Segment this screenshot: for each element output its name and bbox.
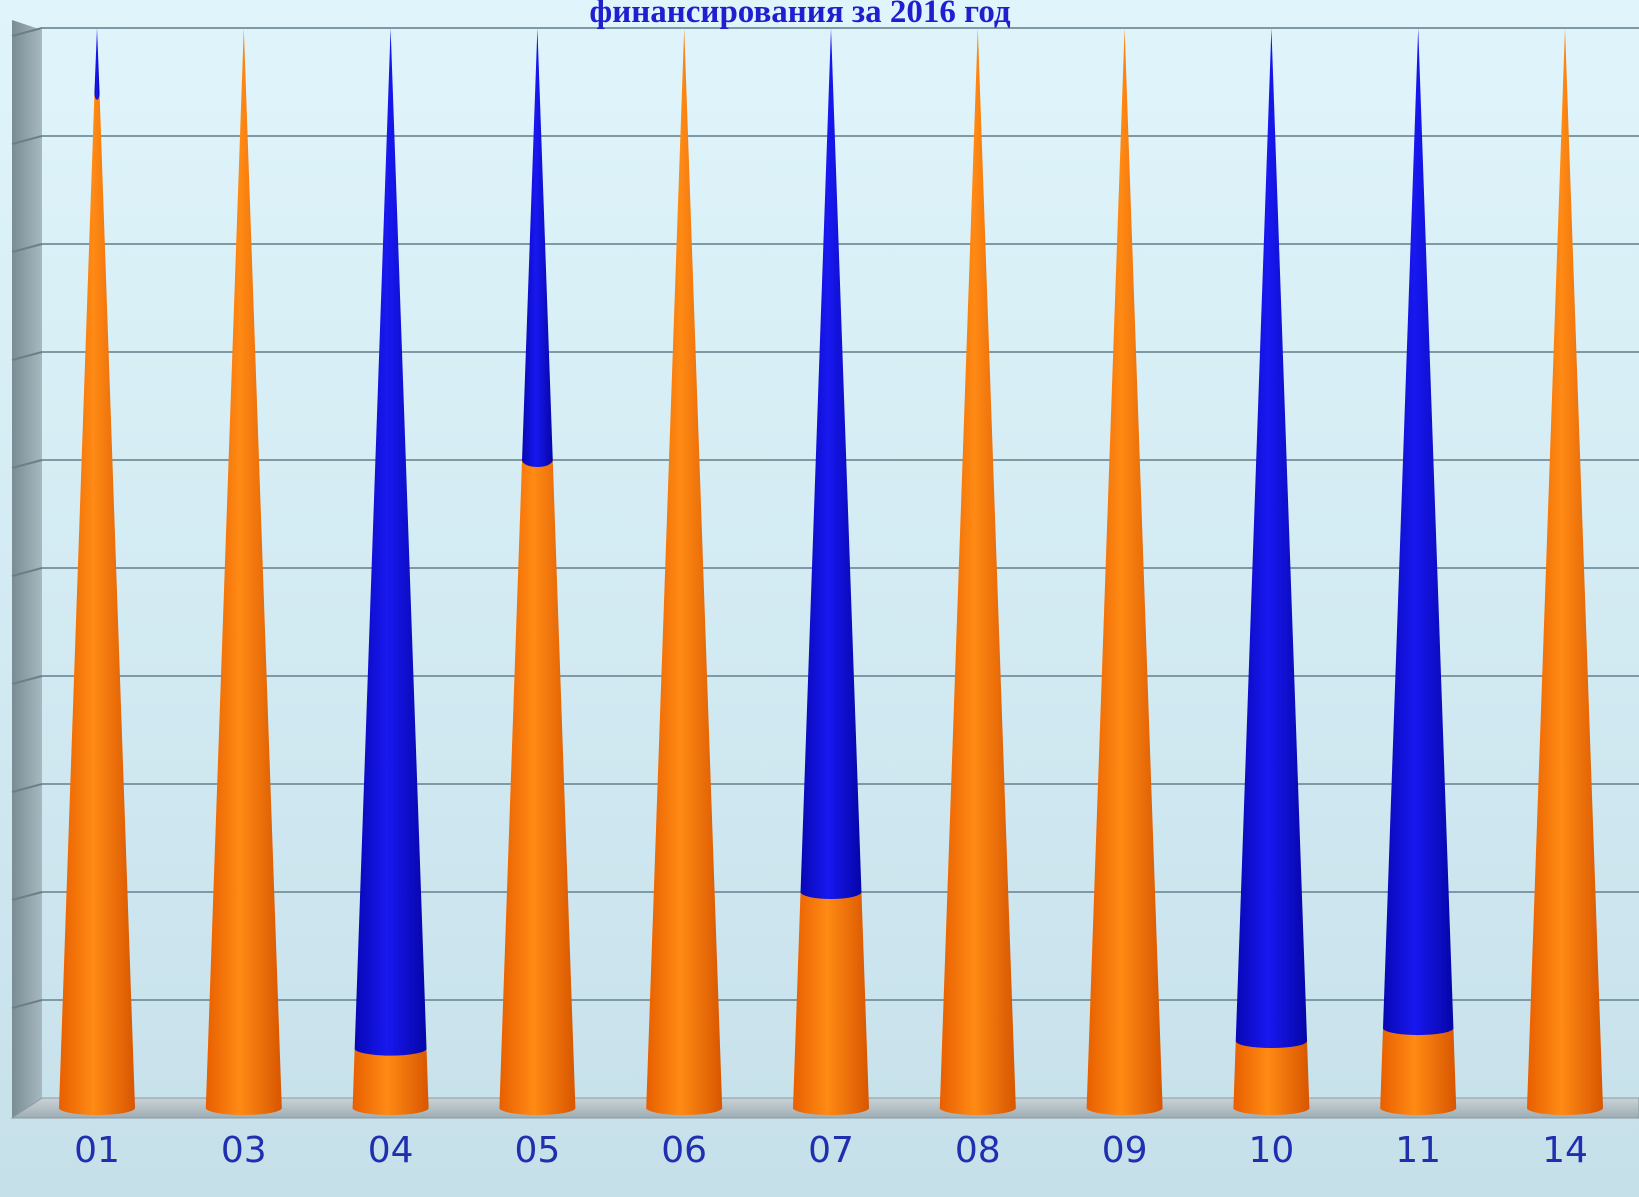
cone-segment-04-blue [354, 28, 427, 1056]
y-tick-mark [11, 351, 43, 361]
y-tick-mark [11, 27, 43, 37]
category-label-14: 14 [1542, 1130, 1588, 1171]
cone-segment-11-orange [1380, 1028, 1457, 1115]
category-label-09: 09 [1102, 1130, 1148, 1171]
category-label-10: 10 [1248, 1130, 1294, 1171]
y-tick-mark [11, 135, 43, 145]
category-label-03: 03 [221, 1130, 267, 1171]
cone-segment-09-orange [1086, 28, 1163, 1115]
cone-04 [352, 28, 429, 1115]
category-label-11: 11 [1395, 1130, 1441, 1171]
category-label-06: 06 [661, 1130, 707, 1171]
cone-segment-04-orange [352, 1048, 429, 1115]
cone-03 [205, 28, 282, 1115]
cone-14 [1527, 28, 1603, 1115]
cone-segment-03-orange [205, 28, 282, 1115]
cone-segment-07-orange [793, 892, 869, 1115]
cone-segment-10-orange [1233, 1041, 1310, 1115]
y-tick-mark [11, 243, 43, 253]
cone-11 [1380, 28, 1457, 1115]
category-label-01: 01 [74, 1130, 120, 1171]
cone-segment-06-orange [646, 28, 723, 1115]
cone-segment-07-blue [800, 28, 862, 899]
cone-09 [1086, 28, 1163, 1115]
chart-title: финансирования за 2016 год [589, 0, 1010, 30]
cone-01 [59, 28, 135, 1116]
cone-10 [1233, 28, 1310, 1115]
cone-segment-01-blue [94, 28, 100, 100]
cone-07 [793, 28, 869, 1115]
y-tick-mark [11, 783, 43, 793]
cone-06 [646, 28, 723, 1115]
y-tick-mark [11, 891, 43, 901]
cone-08 [939, 28, 1016, 1115]
category-label-05: 05 [514, 1130, 560, 1171]
cone-segment-05-blue [522, 28, 553, 467]
category-label-08: 08 [955, 1130, 1001, 1171]
cone-segment-05-orange [499, 460, 576, 1115]
category-label-07: 07 [808, 1130, 854, 1171]
cone-05 [499, 28, 576, 1115]
cone-segment-10-blue [1235, 28, 1308, 1049]
cone-segment-11-blue [1382, 28, 1454, 1036]
chart-left-wall [12, 20, 42, 1118]
y-tick-mark [11, 567, 43, 577]
y-tick-mark [11, 459, 43, 469]
category-labels: 01 03 04 05 06 07 08 09 10 11 14 [74, 1130, 1588, 1171]
category-label-04: 04 [368, 1130, 414, 1171]
y-tick-mark [11, 675, 43, 685]
cone-bars [59, 28, 1603, 1116]
cone-segment-08-orange [939, 28, 1016, 1115]
y-tick-mark [11, 999, 43, 1009]
cone-segment-14-orange [1527, 28, 1603, 1115]
cone-segment-01-orange [59, 92, 135, 1116]
